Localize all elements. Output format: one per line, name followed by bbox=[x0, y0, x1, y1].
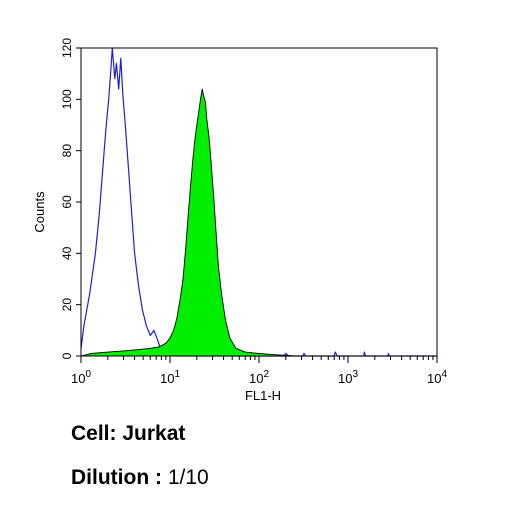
y-tick-label: 100 bbox=[60, 89, 74, 109]
dilution-value: 1/10 bbox=[167, 466, 209, 489]
y-axis-title: Counts bbox=[32, 191, 47, 233]
cell-label: Cell: Jurkat bbox=[71, 422, 186, 445]
y-tick-label: 0 bbox=[60, 352, 74, 359]
x-axis-title: FL1-H bbox=[245, 388, 281, 403]
plot-area bbox=[80, 47, 438, 357]
y-tick-label: 40 bbox=[60, 246, 74, 260]
x-tick-label: 102 bbox=[249, 369, 269, 386]
flow-cytometry-histogram: 0 20 40 60 80 100 120 100 101 102 103 104 FL1-H Co… bbox=[32, 38, 447, 403]
cell-caption: Cell: Jurkat bbox=[71, 422, 185, 446]
x-tick-label: 103 bbox=[338, 369, 358, 386]
series-0-outline-histogram bbox=[80, 47, 437, 357]
x-tick-label: 101 bbox=[160, 369, 180, 386]
y-tick-label: 120 bbox=[60, 38, 74, 58]
series-1-filled-histogram bbox=[80, 88, 438, 357]
plot-frame bbox=[80, 47, 438, 357]
y-tick-label: 60 bbox=[60, 195, 74, 209]
y-tick-label: 20 bbox=[60, 298, 74, 312]
dilution-label: Dilution : bbox=[71, 466, 162, 489]
dilution-caption: Dilution : 1/10 bbox=[71, 466, 209, 490]
x-tick-label: 100 bbox=[71, 369, 91, 386]
x-axis: 100 101 102 103 104 bbox=[71, 356, 447, 386]
y-axis: 0 20 40 60 80 100 120 bbox=[60, 38, 81, 359]
y-tick-label: 80 bbox=[60, 144, 74, 158]
x-tick-label: 104 bbox=[427, 369, 447, 386]
